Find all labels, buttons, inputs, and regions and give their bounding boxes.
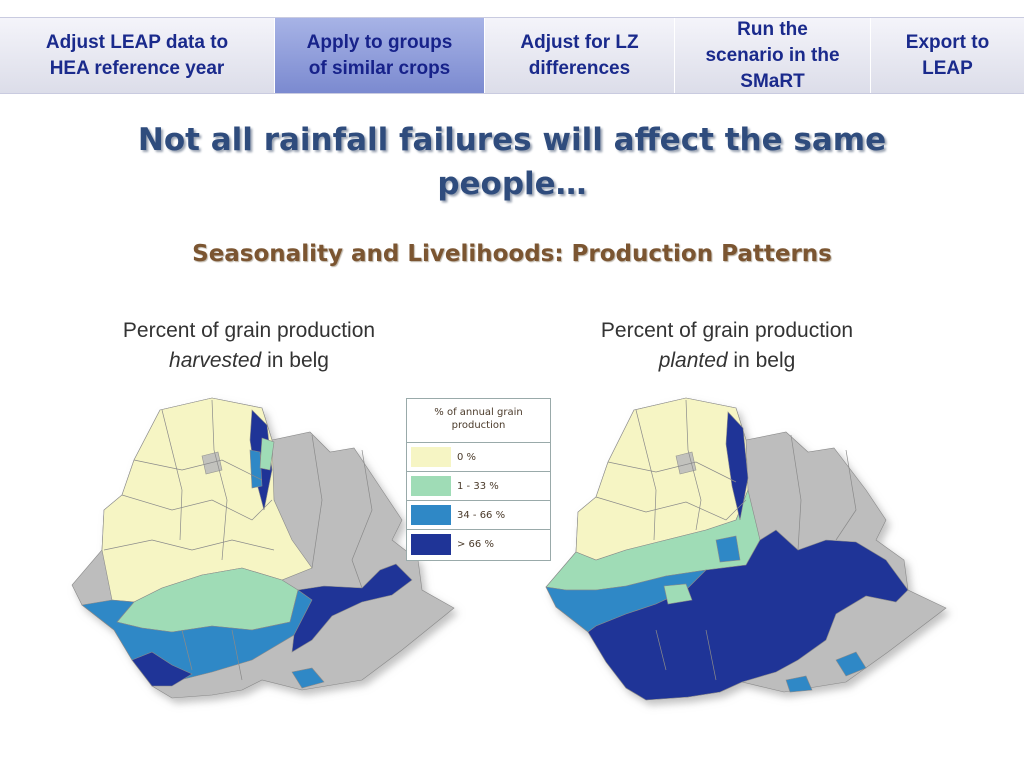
page-subtitle: Seasonality and Livelihoods: Production … <box>192 241 832 267</box>
legend-swatch <box>411 534 451 555</box>
caption-line-1: Percent of grain production <box>122 319 376 342</box>
map-legend: % of annual grain production 0 % 1 - 33 … <box>406 398 551 561</box>
legend-title: % of annual grain production <box>407 399 550 443</box>
right-map-caption: Percent of grain production planted in b… <box>527 316 927 376</box>
page-title: Not all rainfall failures will affect th… <box>137 122 887 202</box>
legend-item: > 66 % <box>407 530 550 559</box>
caption-emphasis: harvested <box>169 349 262 372</box>
map-harvested <box>71 397 455 699</box>
step-label: Apply to groups of similar crops <box>306 31 453 79</box>
legend-swatch <box>411 447 451 467</box>
step-apply-groups[interactable]: Apply to groups of similar crops <box>274 18 484 93</box>
map-region <box>785 675 813 693</box>
step-adjust-leap-data[interactable]: Adjust LEAP data to HEA reference year <box>0 18 274 93</box>
map-region <box>587 529 909 701</box>
step-adjust-lz[interactable]: Adjust for LZ differences <box>484 18 674 93</box>
step-label: Export to LEAP <box>905 31 990 79</box>
legend-item: 1 - 33 % <box>407 472 550 501</box>
map-region <box>725 411 749 521</box>
caption-line-2: in belg <box>727 349 796 372</box>
legend-label: 34 - 66 % <box>457 509 506 521</box>
caption-line-1: Percent of grain production <box>600 319 854 342</box>
map-region <box>131 651 193 687</box>
caption-line-2: in belg <box>261 349 329 372</box>
legend-label: > 66 % <box>457 539 494 550</box>
step-export-leap[interactable]: Export to LEAP <box>870 18 1024 93</box>
legend-item: 34 - 66 % <box>407 501 550 530</box>
map-region <box>663 583 693 605</box>
map-region <box>291 667 325 689</box>
legend-label: 1 - 33 % <box>457 480 499 492</box>
map-region <box>249 449 263 489</box>
step-label: Adjust for LZ differences <box>520 31 639 79</box>
legend-swatch <box>411 476 451 496</box>
map-region <box>291 563 413 653</box>
legend-item: 0 % <box>407 443 550 472</box>
step-run-scenario[interactable]: Run the scenario in the SMaRT <box>674 18 870 93</box>
left-map-caption: Percent of grain production harvested in… <box>49 316 449 376</box>
step-navigation: Adjust LEAP data to HEA reference year A… <box>0 17 1024 94</box>
map-planted <box>545 397 947 701</box>
map-region <box>835 651 867 677</box>
map-region <box>201 451 223 475</box>
legend-label: 0 % <box>457 451 477 463</box>
map-region <box>675 451 697 475</box>
caption-emphasis: planted <box>658 349 728 372</box>
step-label: Run the scenario in the SMaRT <box>705 18 840 92</box>
legend-swatch <box>411 505 451 525</box>
map-region <box>715 535 741 563</box>
step-label: Adjust LEAP data to HEA reference year <box>45 31 229 79</box>
map-region <box>259 437 275 471</box>
